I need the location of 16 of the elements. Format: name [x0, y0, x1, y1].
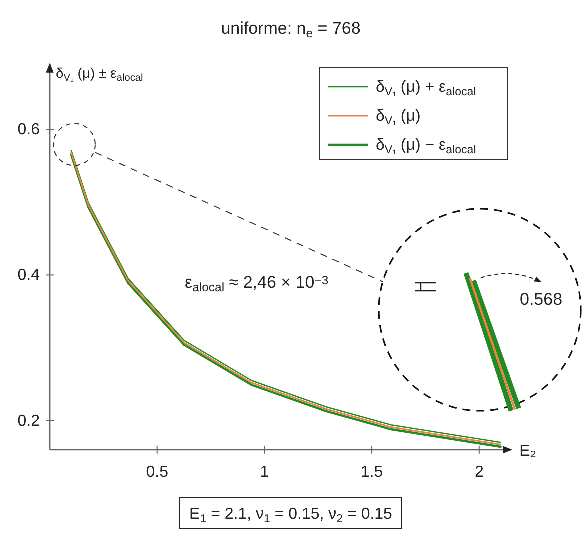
y-tick-label: 0.6: [18, 122, 40, 139]
x-axis-title: E₂: [520, 442, 536, 460]
text: 0.568: [520, 290, 563, 309]
text: E$_{1}$ = 2.1, ν$_{1}$ = 0.15, ν$_{2}$ = 0.15: [190, 506, 393, 526]
x-tick-label: 1: [260, 464, 270, 481]
y-tick-label: 0.4: [18, 267, 40, 284]
legend-label: δ$_{V₁}$ (μ) + ε$_{alocal}$: [376, 79, 476, 99]
x-tick-label: 0.5: [146, 464, 169, 481]
annotation: ε$_{alocal}$ ≈ 2,46 × 10$^{−3}$: [185, 273, 329, 295]
chart-title: uniforme: n$_{e}$ = 768: [221, 19, 361, 41]
x-tick-label: 2: [474, 464, 484, 481]
y-tick-label: 0.2: [18, 412, 40, 430]
y-axis-title: δ$_{V₁}$ (μ) ± ε$_{alocal}$: [56, 65, 144, 84]
legend-label: δ$_{V₁}$ (μ): [376, 108, 421, 128]
legend-label: δ$_{V₁}$ (μ) − ε$_{alocal}$: [376, 137, 476, 157]
x-tick-label: 1.5: [360, 464, 384, 481]
